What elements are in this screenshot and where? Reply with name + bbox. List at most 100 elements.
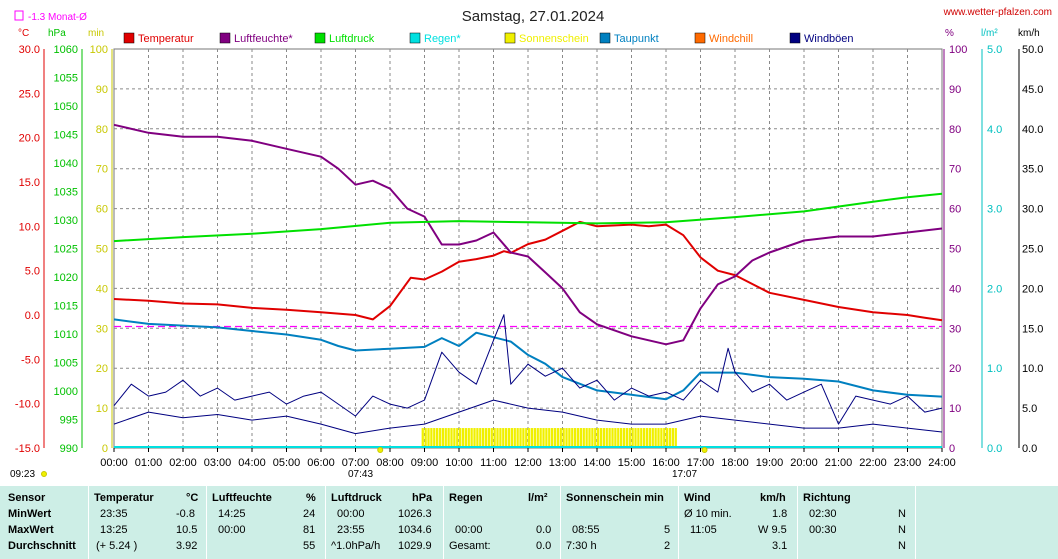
header-sunshine: Sonnenschein min [566,492,664,504]
legend-label-pressure: Luftdruck [329,33,375,45]
avg-label: -1.3 Monat-Ø [28,12,87,23]
sunshine-bar [605,428,608,448]
sunshine-bar [502,428,505,448]
temperature-tick-label: -10.0 [15,399,40,411]
humidity-tick-label: 60 [949,204,961,216]
x-tick-label: 01:00 [135,457,163,469]
stats-separator [797,486,798,559]
unit-sunshine: min [88,28,104,39]
pressure-value: 1034.6 [398,524,432,536]
x-tick-label: 02:00 [169,457,197,469]
sunshine-bar [571,428,574,448]
sunshine-bar [482,428,485,448]
x-tick-label: 14:00 [583,457,611,469]
humidity-time: 14:25 [218,508,246,520]
rain-time: Gesamt: [449,540,491,552]
sunshine-bar [674,428,677,448]
temp-time: 23:35 [100,508,128,520]
sunshine-bar [582,428,585,448]
wind-tick-label: 0.0 [1022,443,1037,455]
sunshine-bars [421,428,677,448]
series-lines [113,123,943,448]
header-pressure: Luftdruck [331,492,382,504]
now-dot [41,471,47,477]
direction-value: N [898,540,906,552]
pressure-value: 1029.9 [398,540,432,552]
sunshine-bar [456,428,459,448]
sun-value: 5 [664,524,671,536]
wind-tick-label: 50.0 [1022,44,1043,56]
sunshine-bar [536,428,539,448]
stats-table: Sensor Temperatur °C Luftfeuchte % Luftd… [0,486,1058,559]
header-rain: Regen [449,492,483,504]
source-url[interactable]: www.wetter-pfalzen.com [943,7,1052,18]
sunshine-bar [450,428,453,448]
x-tick-label: 22:00 [859,457,887,469]
sunshine-bar [433,428,436,448]
sunshine-bar [591,428,594,448]
wind-tick-label: 20.0 [1022,283,1043,295]
rain-tick-label: 3.0 [987,204,1002,216]
pressure-tick-label: 1025 [54,244,78,256]
sunshine-bar [654,428,657,448]
sunshine-tick-label: 70 [96,164,108,176]
sunshine-bar [614,428,617,448]
humidity-tick-label: 50 [949,244,961,256]
sunshine-tick-label: 90 [96,84,108,96]
humidity-value: 55 [303,540,316,552]
pressure-tick-label: 1005 [54,358,78,370]
sunshine-bar [611,428,614,448]
sunshine-bar [597,428,600,448]
pressure-time: ^1.0hPa/h [331,540,381,552]
sunshine-bar [556,428,560,448]
sunset-dot [701,447,708,453]
sunshine-bar [484,428,488,448]
stats-separator [560,486,561,559]
x-tick-label: 18:00 [721,457,749,469]
sunshine-tick-label: 40 [96,283,108,295]
x-tick-label: 19:00 [756,457,784,469]
legend-label-dewpoint: Taupunkt [614,33,659,45]
sunshine-bar [470,428,473,448]
pressure-tick-label: 1050 [54,101,78,113]
unit-pressure: hPa [48,28,66,39]
temperature-tick-label: 20.0 [19,133,40,145]
sunshine-bar [510,428,514,448]
legend-swatch-rain [409,32,421,44]
temperature-series-line [113,220,943,322]
sunshine-bar [594,428,597,448]
header-wind: Wind [684,492,711,504]
sunshine-bar [427,428,430,448]
dewpoint-series-line [113,318,943,401]
sunshine-bar [548,428,551,448]
direction-value: N [898,524,906,536]
sunshine-bar [602,428,606,448]
sunshine-bar [588,428,591,448]
legend-label-gusts: Windböen [804,33,854,45]
wind-tick-label: 45.0 [1022,84,1043,96]
sunshine-bar [643,428,646,448]
sunshine-bar [634,428,637,448]
humidity-tick-label: 70 [949,164,961,176]
legend-swatch-dewpoint [599,32,611,44]
unit-wind: km/h [1018,28,1040,39]
pressure-tick-label: 1015 [54,301,78,313]
sun-time: 7:30 h [566,540,597,552]
x-tick-label: 09:00 [411,457,439,469]
chart-title: Samstag, 27.01.2024 [462,8,605,25]
sunshine-bar [467,428,470,448]
sunshine-bar [545,428,548,448]
header-sensor: Sensor [8,492,46,504]
temperature-tick-label: 5.0 [25,266,40,278]
avg-swatch [14,10,24,21]
sunshine-bar [447,428,450,448]
humidity-tick-label: 20 [949,363,961,375]
legend-label-temperature: Temperatur [138,33,194,45]
wind-value: 1.8 [772,508,788,520]
temperature-tick-label: 25.0 [19,88,40,100]
pressure-tick-label: 1045 [54,130,78,142]
sunshine-bar [648,428,652,448]
sunshine-tick-label: 50 [96,244,108,256]
rain-tick-label: 0.0 [987,443,1002,455]
legend-label-humidity: Luftfeuchte* [234,33,293,45]
